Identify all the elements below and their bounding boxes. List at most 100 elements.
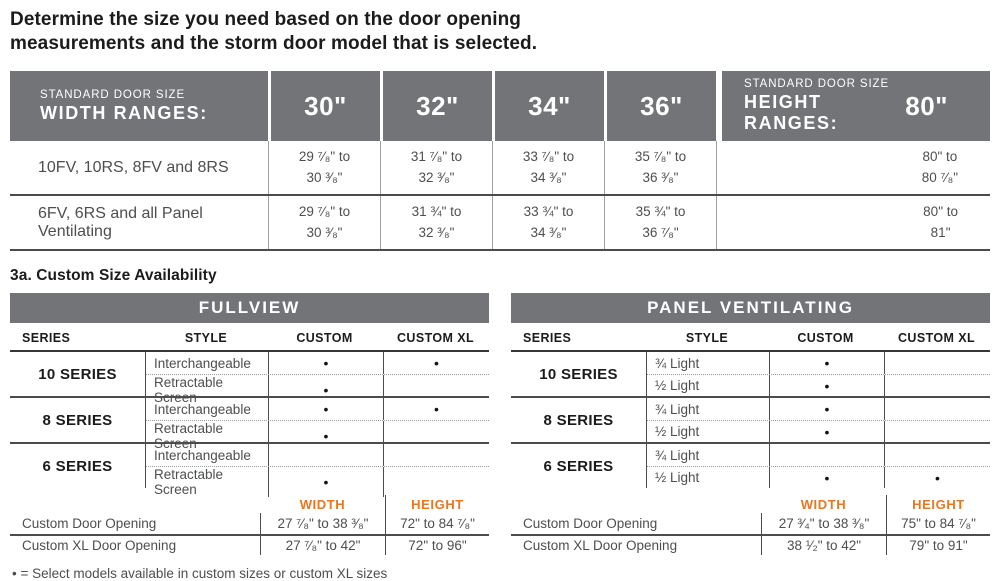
column-header-custom: CUSTOM <box>296 331 353 345</box>
custom-xl-availability-dot <box>383 375 489 405</box>
width-range-cell: 31 ⁷⁄₈" to 32 ³⁄₈" <box>380 141 492 194</box>
column-header-custom-xl: CUSTOM XL <box>397 331 474 345</box>
style-cell: Interchangeable <box>154 355 251 371</box>
custom-availability-dot: • <box>268 467 383 497</box>
opening-height-cell: 75" to 84 ⁷⁄₈" <box>886 513 990 534</box>
width-range-cell: 35 ⁷⁄₈" to 36 ³⁄₈" <box>604 141 716 194</box>
fullview-column-headers: SERIES STYLE CUSTOM CUSTOM XL <box>10 326 489 352</box>
column-header-series: SERIES <box>22 331 71 345</box>
page-title: Determine the size you need based on the… <box>10 9 538 54</box>
width-range-cell: 33 ¾" to 34 ³⁄₈" <box>492 196 604 249</box>
size-row-6-series-panel: 6FV, 6RS and all Panel Ventilating 29 ⁷⁄… <box>10 196 990 251</box>
style-cell: ½ Light <box>655 378 700 393</box>
standard-size-table-header: STANDARD DOOR SIZE WIDTH RANGES: 30" 32"… <box>10 71 990 141</box>
panel-column-headers: SERIES STYLE CUSTOM CUSTOM XL <box>511 326 990 352</box>
panel-ventilating-table: PANEL VENTILATING SERIES STYLE CUSTOM CU… <box>511 293 990 555</box>
custom-availability-dot: • <box>268 398 383 420</box>
style-row: ¾ Light • <box>647 398 990 420</box>
footnote: • = Select models available in custom si… <box>12 566 388 581</box>
custom-xl-availability-dot <box>884 398 990 420</box>
style-row: Interchangeable <box>146 444 489 466</box>
series-group-6: 6 SERIES ¾ Light ½ Light • • <box>511 442 990 488</box>
style-cell: ¾ Light <box>655 401 700 417</box>
column-header-custom-xl: CUSTOM XL <box>898 331 975 345</box>
size-row-label: 10FV, 10RS, 8FV and 8RS <box>38 158 229 176</box>
style-cell: ¾ Light <box>655 355 700 371</box>
opening-row-label: Custom Door Opening <box>523 516 658 531</box>
size-row-label: 6FV, 6RS and all Panel Ventilating <box>38 204 203 240</box>
style-cell: ½ Light <box>655 470 700 485</box>
style-row: ½ Light • <box>647 374 990 396</box>
opening-width-cell: 27 ⁷⁄₈" to 42" <box>260 536 385 555</box>
opening-row: Custom XL Door Opening 27 ⁷⁄₈" to 42" 72… <box>10 534 489 555</box>
custom-xl-availability-dot <box>383 467 489 497</box>
style-row: Interchangeable • • <box>146 398 489 420</box>
height-ranges-header: STANDARD DOOR SIZE HEIGHT RANGES: 80" <box>716 71 990 141</box>
availability-tables: FULLVIEW SERIES STYLE CUSTOM CUSTOM XL 1… <box>10 293 990 555</box>
custom-availability-dot: • <box>268 375 383 405</box>
series-group-10: 10 SERIES ¾ Light • ½ Light • <box>511 352 990 396</box>
series-group-8: 8 SERIES ¾ Light • ½ Light • <box>511 396 990 442</box>
height-ranges-header-line1: STANDARD DOOR SIZE <box>744 78 890 90</box>
column-header-series: SERIES <box>523 331 572 345</box>
width-range-cell: 35 ¾" to 36 ⁷⁄₈" <box>604 196 716 249</box>
custom-availability-dot: • <box>769 375 884 396</box>
column-header-32in: 32" <box>380 71 492 141</box>
column-header-style: STYLE <box>685 331 729 345</box>
opening-row-label: Custom XL Door Opening <box>523 538 678 553</box>
fullview-table-title: FULLVIEW <box>10 293 489 323</box>
series-label: 10 SERIES <box>539 365 618 383</box>
width-ranges-header: STANDARD DOOR SIZE WIDTH RANGES: <box>10 71 268 141</box>
width-range-cell: 29 ⁷⁄₈" to 30 ³⁄₈" <box>268 196 380 249</box>
opening-width-cell: 27 ⁷⁄₈" to 38 ³⁄₈" <box>260 513 385 534</box>
opening-height-cell: 72" to 84 ⁷⁄₈" <box>385 513 489 534</box>
fullview-table: FULLVIEW SERIES STYLE CUSTOM CUSTOM XL 1… <box>10 293 489 555</box>
column-header-30in: 30" <box>268 71 380 141</box>
column-header-36in: 36" <box>604 71 716 141</box>
style-cell: Interchangeable <box>154 447 251 463</box>
opening-height-header: HEIGHT <box>886 495 990 513</box>
custom-availability-dot <box>268 444 383 466</box>
opening-row-label: Custom Door Opening <box>22 516 157 531</box>
series-group-10: 10 SERIES Interchangeable • • Retractabl… <box>10 352 489 405</box>
series-label: 6 SERIES <box>543 457 614 475</box>
height-ranges-header-label: STANDARD DOOR SIZE HEIGHT RANGES: <box>744 78 905 134</box>
custom-availability-dot: • <box>268 352 383 374</box>
panel-ventilating-table-title: PANEL VENTILATING <box>511 293 990 323</box>
opening-width-cell: 38 ¹⁄₂" to 42" <box>761 536 886 555</box>
fullview-door-opening: WIDTH HEIGHT Custom Door Opening 27 ⁷⁄₈"… <box>10 495 489 555</box>
column-header-34in: 34" <box>492 71 604 141</box>
custom-availability-dot: • <box>268 421 383 451</box>
style-row: Retractable Screen • <box>146 420 489 451</box>
width-range-cell: 33 ⁷⁄₈" to 34 ³⁄₈" <box>492 141 604 194</box>
style-cell: Retractable Screen <box>154 421 224 451</box>
custom-xl-availability-dot <box>383 421 489 451</box>
style-cell: Retractable Screen <box>154 467 224 497</box>
custom-availability-dot <box>769 444 884 466</box>
style-cell: ¾ Light <box>655 447 700 463</box>
column-header-custom: CUSTOM <box>797 331 854 345</box>
width-ranges-header-line1: STANDARD DOOR SIZE <box>40 88 186 101</box>
custom-availability-dot: • <box>769 352 884 374</box>
width-range-cell: 29 ⁷⁄₈" to 30 ³⁄₈" <box>268 141 380 194</box>
panel-door-opening: WIDTH HEIGHT Custom Door Opening 27 ³⁄₄"… <box>511 495 990 555</box>
width-range-cell: 31 ¾" to 32 ³⁄₈" <box>380 196 492 249</box>
style-row: Interchangeable • • <box>146 352 489 374</box>
style-cell: Interchangeable <box>154 401 251 417</box>
style-row: ½ Light • <box>647 420 990 442</box>
opening-width-header: WIDTH <box>800 496 847 512</box>
custom-availability-dot: • <box>769 398 884 420</box>
opening-height-cell: 72" to 96" <box>385 536 489 555</box>
series-group-8: 8 SERIES Interchangeable • • Retractable… <box>10 396 489 451</box>
opening-row: Custom Door Opening 27 ⁷⁄₈" to 38 ³⁄₈" 7… <box>10 513 489 534</box>
custom-xl-availability-dot <box>884 375 990 396</box>
style-cell: ½ Light <box>655 424 700 439</box>
height-range-cell: 80" to 81" <box>716 196 990 249</box>
series-label: 8 SERIES <box>42 411 113 429</box>
size-row-10-8-series: 10FV, 10RS, 8FV and 8RS 29 ⁷⁄₈" to 30 ³⁄… <box>10 141 990 196</box>
custom-xl-availability-dot <box>884 352 990 374</box>
style-row: Retractable Screen • <box>146 374 489 405</box>
custom-availability-dot: • <box>769 421 884 442</box>
style-row: ¾ Light <box>647 444 990 466</box>
height-range-cell: 80" to 80 ⁷⁄₈" <box>716 141 990 194</box>
